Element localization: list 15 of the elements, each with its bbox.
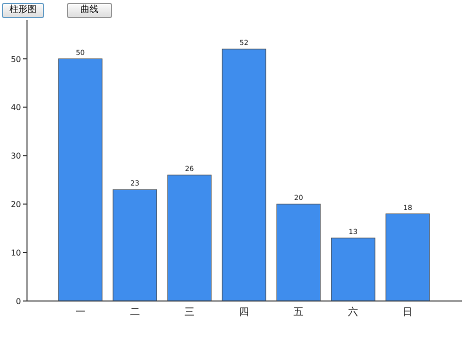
x-tick-label: 四 [239,307,249,318]
y-tick-label: 50 [10,54,21,64]
x-tick-label: 六 [348,306,358,318]
x-tick-label: 日 [402,307,413,318]
x-tick-label: 二 [130,307,140,318]
y-tick-label: 30 [10,152,21,161]
text: 曲线 [67,3,112,18]
y-tick-label: 20 [10,200,21,210]
y-tick-label: 0 [16,297,21,306]
x-tick-label: 一 [75,307,86,318]
y-tick-label: 10 [10,248,21,258]
x-tick-label: 三 [184,307,194,318]
x-tick-label: 五 [294,307,304,318]
text: 柱形图 [2,3,44,18]
y-tick-label: 40 [10,103,21,112]
